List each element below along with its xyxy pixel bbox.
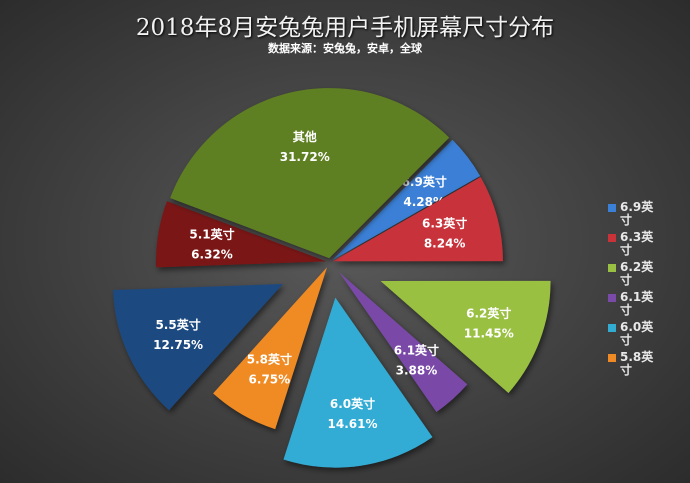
slice-value-label: 12.75% xyxy=(153,338,203,352)
slice-label: 5.5英寸 xyxy=(155,317,200,332)
slice-value-label: 14.61% xyxy=(328,417,378,431)
pie-slice xyxy=(213,267,328,430)
slice-value-label: 3.88% xyxy=(396,364,438,378)
legend-item: 5.8英寸 xyxy=(608,351,660,381)
slice-value-label: 31.72% xyxy=(280,150,330,164)
pie-slice xyxy=(332,177,503,262)
legend-swatch xyxy=(608,354,616,362)
legend-item: 6.9英寸 xyxy=(608,201,660,231)
legend-swatch xyxy=(608,204,616,212)
slice-label: 5.8英寸 xyxy=(247,351,292,366)
legend-label: 6.1英寸 xyxy=(620,290,654,317)
slice-label: 5.1英寸 xyxy=(189,227,234,242)
slice-label: 6.0英寸 xyxy=(330,396,375,411)
pie-slice xyxy=(156,201,327,268)
legend: 6.9英寸 6.3英寸 6.2英寸 6.1英寸 6.0英寸 5.8英寸 xyxy=(608,201,660,381)
slice-value-label: 6.32% xyxy=(191,248,233,262)
legend-item: 6.2英寸 xyxy=(608,261,660,291)
slice-value-label: 6.75% xyxy=(249,372,291,386)
pie-slice xyxy=(283,297,433,468)
legend-swatch xyxy=(608,264,616,272)
legend-item: 6.0英寸 xyxy=(608,321,660,351)
slice-label: 6.2英寸 xyxy=(466,306,511,321)
legend-item: 6.3英寸 xyxy=(608,231,660,261)
slice-label: 6.9英寸 xyxy=(402,174,447,189)
legend-item: 6.1英寸 xyxy=(608,291,660,321)
chart-subtitle: 数据来源：安兔兔，安卓，全球 xyxy=(268,42,422,55)
pie-slice xyxy=(112,283,283,411)
legend-swatch xyxy=(608,294,616,302)
slice-label: 6.3英寸 xyxy=(422,216,467,231)
legend-label: 6.9英寸 xyxy=(620,200,654,227)
pie-slice xyxy=(170,88,450,259)
legend-label: 5.8英寸 xyxy=(620,350,654,377)
slice-value-label: 11.45% xyxy=(464,327,514,341)
slice-label: 其他 xyxy=(293,129,317,144)
pie-slice xyxy=(332,139,481,261)
legend-swatch xyxy=(608,234,616,242)
legend-label: 6.3英寸 xyxy=(620,230,654,257)
legend-label: 6.0英寸 xyxy=(620,320,654,347)
legend-swatch xyxy=(608,324,616,332)
slice-label: 6.1英寸 xyxy=(394,343,439,358)
pie-slice xyxy=(339,272,468,412)
slice-value-label: 8.24% xyxy=(424,237,466,251)
pie-slice xyxy=(380,280,551,393)
legend-label: 6.2英寸 xyxy=(620,260,654,287)
chart-title: 2018年8月安兔兔用户手机屏幕尺寸分布 xyxy=(135,15,555,41)
